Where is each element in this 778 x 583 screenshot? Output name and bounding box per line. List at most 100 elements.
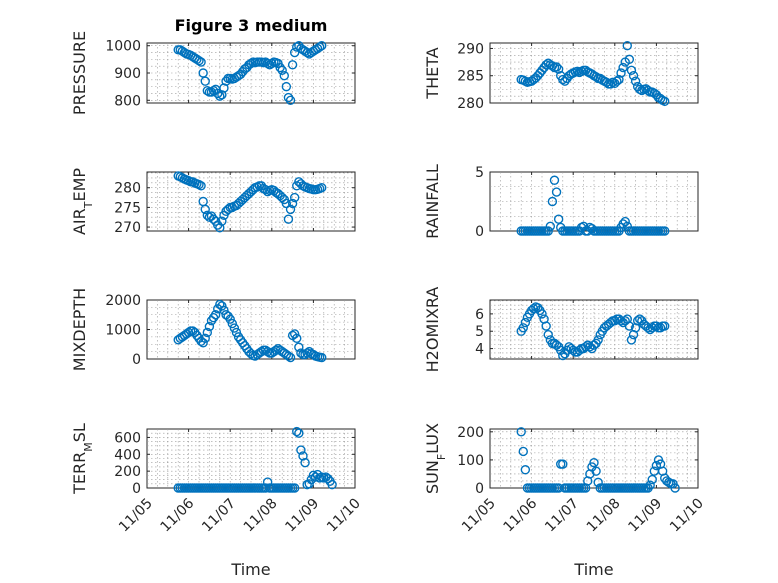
y-tick-label: 280 (457, 96, 484, 112)
y-axis-label: SUNFLUX (423, 423, 448, 494)
data-point (612, 76, 622, 86)
data-point (277, 65, 287, 75)
data-point (660, 96, 670, 107)
data-point (317, 41, 327, 51)
y-tick-label: 275 (114, 200, 141, 216)
data-point (271, 345, 281, 355)
y-tick-label: 1000 (105, 323, 141, 339)
y-tick-label: 6 (475, 307, 484, 323)
data-point (327, 479, 337, 490)
data-point (314, 42, 325, 52)
data-point (287, 60, 298, 70)
y-tick-label: 5 (475, 165, 484, 181)
data-point (289, 329, 300, 339)
x-tick-label: 11/10 (667, 496, 707, 536)
series-markers (516, 302, 670, 361)
y-tick-label: 400 (114, 447, 141, 463)
y-axis-label: MIXDEPTH (70, 288, 89, 371)
x-tick-label: 11/08 (584, 496, 624, 536)
x-tick-label: 11/08 (241, 496, 281, 536)
data-point (549, 175, 560, 185)
y-axis-label: AIRTEMP (70, 168, 95, 235)
data-point (553, 64, 564, 74)
y-axis-label: H2OMIXRA (423, 287, 442, 373)
data-point (200, 76, 210, 86)
data-point (292, 426, 302, 437)
data-point (183, 327, 194, 338)
y-tick-label: 0 (132, 481, 141, 497)
data-point (215, 91, 225, 101)
data-point (643, 483, 653, 493)
data-point (285, 204, 296, 215)
y-tick-label: 0 (475, 224, 484, 240)
data-point (194, 56, 204, 66)
y-tick-label: 100 (457, 453, 484, 469)
data-point (551, 187, 562, 197)
data-point (551, 62, 562, 72)
data-point (558, 459, 568, 469)
data-point (593, 335, 603, 345)
data-point (285, 95, 296, 105)
data-point (225, 314, 235, 324)
x-axis-label-right: Time (573, 560, 613, 579)
subplot-h2omixra: 4 56 H2OMIXRA (423, 287, 699, 373)
x-tick-label: 11/07 (542, 496, 582, 536)
data-point (545, 221, 556, 231)
data-point (624, 321, 635, 331)
y-tick-label: 290 (457, 41, 484, 57)
y-tick-label: 1000 (105, 39, 141, 55)
data-point (217, 301, 227, 311)
y-tick-label: 200 (457, 425, 484, 441)
data-point (541, 321, 551, 331)
data-point (516, 427, 526, 437)
data-point (589, 458, 599, 468)
data-point (213, 88, 223, 99)
data-point (289, 483, 300, 493)
data-point (227, 318, 237, 329)
data-point (294, 342, 304, 352)
y-tick-label: 200 (114, 464, 141, 480)
data-point (196, 57, 206, 67)
subplot-theta: 280 285 290 THETA (423, 41, 699, 112)
data-point (296, 445, 306, 455)
data-point (614, 74, 624, 85)
y-tick-label: 600 (114, 430, 141, 446)
y-tick-label: 2000 (105, 293, 141, 309)
data-point (518, 323, 528, 333)
data-point (616, 68, 626, 78)
series-markers (173, 299, 327, 363)
data-point (302, 47, 312, 58)
x-tick-label: 11/07 (199, 496, 239, 536)
data-point (620, 216, 630, 227)
x-tick-label: 11/05 (116, 496, 156, 536)
data-point (518, 446, 528, 457)
y-tick-label: 285 (457, 69, 484, 85)
y-tick-label: 800 (114, 93, 141, 109)
data-point (645, 480, 655, 490)
y-tick-label: 0 (475, 481, 484, 497)
figure-title: Figure 3 medium (175, 16, 328, 35)
y-tick-label: 270 (114, 220, 141, 236)
series-markers (173, 41, 327, 105)
data-point (283, 214, 294, 224)
data-point (543, 330, 553, 340)
subplot-air-temp: 270 275 280 AIRTEMP (70, 168, 356, 236)
data-point (298, 451, 308, 461)
x-tick-label: 11/06 (501, 495, 541, 535)
x-tick-label: 11/10 (324, 496, 364, 536)
subplot-rainfall: 0 5 RAINFALL (423, 164, 699, 240)
data-point (591, 466, 601, 476)
series-markers (173, 426, 337, 493)
data-point (630, 76, 641, 86)
data-point (300, 458, 310, 468)
y-tick-label: 280 (114, 181, 141, 197)
y-axis-label: THETA (423, 47, 442, 99)
data-point (204, 321, 215, 332)
subplot-mixdepth: 0 1000 2000 MIXDEPTH (70, 288, 356, 371)
data-point (317, 352, 327, 363)
data-point (229, 323, 240, 333)
data-point (200, 204, 210, 215)
data-point (275, 62, 285, 73)
